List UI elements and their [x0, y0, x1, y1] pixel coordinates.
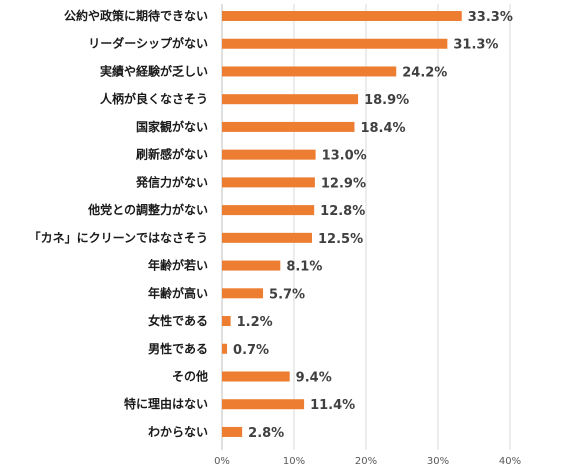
- value-label: 13.0%: [322, 149, 367, 164]
- category-label: その他: [172, 368, 208, 383]
- bar: [222, 260, 281, 271]
- bar: [222, 121, 355, 132]
- bar: [222, 94, 359, 105]
- value-label: 11.4%: [310, 398, 355, 413]
- bar: [222, 38, 448, 49]
- x-tick-label: 10%: [283, 456, 305, 467]
- category-label: わからない: [148, 425, 208, 439]
- value-labels: 33.3% 31.3% 24.2% 18.9% 18.4% 13.0% 12.9% 12.8%…: [233, 10, 513, 441]
- category-label: 刷新感がない: [136, 147, 208, 162]
- category-label: 国家観がない: [136, 119, 208, 134]
- bar: [222, 205, 315, 216]
- value-label: 18.4%: [360, 121, 405, 136]
- bar: [222, 316, 231, 327]
- category-label: 年齢が若い: [148, 258, 208, 273]
- bar: [222, 232, 312, 243]
- bar: [222, 343, 228, 354]
- category-label: 他党との調整力がない: [87, 202, 208, 217]
- x-tick-label: 20%: [355, 456, 377, 467]
- category-label: 「カネ」にクリーンではなさそう: [29, 230, 208, 245]
- bar: [222, 149, 316, 160]
- bar: [222, 66, 397, 77]
- value-label: 5.7%: [269, 287, 305, 302]
- category-label: 発信力がない: [135, 174, 208, 189]
- category-label: 特に理由はない: [124, 396, 208, 411]
- category-label: リーダーシップがない: [88, 36, 208, 51]
- category-label: 実績や経験が乏しい: [100, 63, 208, 78]
- bar: [222, 426, 243, 437]
- x-axis-ticks: 0% 10% 20% 30% 40%: [214, 456, 521, 467]
- x-tick-label: 0%: [214, 456, 230, 467]
- value-label: 0.7%: [233, 343, 269, 358]
- category-label: 女性である: [148, 313, 208, 328]
- bar: [222, 399, 305, 410]
- value-label: 8.1%: [286, 260, 322, 275]
- value-label: 18.9%: [364, 93, 409, 108]
- value-label: 31.3%: [453, 38, 498, 53]
- category-labels: 公約や政策に期待できないリーダーシップがない実績や経験が乏しい人柄が良くなさそう…: [29, 8, 208, 439]
- bar-layer: [222, 11, 462, 437]
- value-label: 24.2%: [402, 65, 447, 80]
- category-label: 男性である: [148, 341, 208, 356]
- value-label: 1.2%: [237, 315, 273, 330]
- category-label: 人柄が良くなさそう: [100, 91, 208, 106]
- value-label: 33.3%: [468, 10, 513, 25]
- x-tick-label: 40%: [499, 456, 521, 467]
- value-label: 2.8%: [248, 426, 284, 441]
- value-label: 9.4%: [296, 370, 332, 385]
- bar: [222, 177, 315, 188]
- value-label: 12.5%: [318, 232, 363, 247]
- bar: [222, 288, 264, 299]
- value-label: 12.9%: [321, 176, 366, 191]
- x-tick-label: 30%: [427, 456, 449, 467]
- bar: [222, 11, 462, 21]
- bar: [222, 371, 290, 382]
- category-label: 年齢が高い: [148, 285, 208, 300]
- value-label: 12.8%: [320, 204, 365, 219]
- category-label: 公約や政策に期待できない: [64, 8, 208, 23]
